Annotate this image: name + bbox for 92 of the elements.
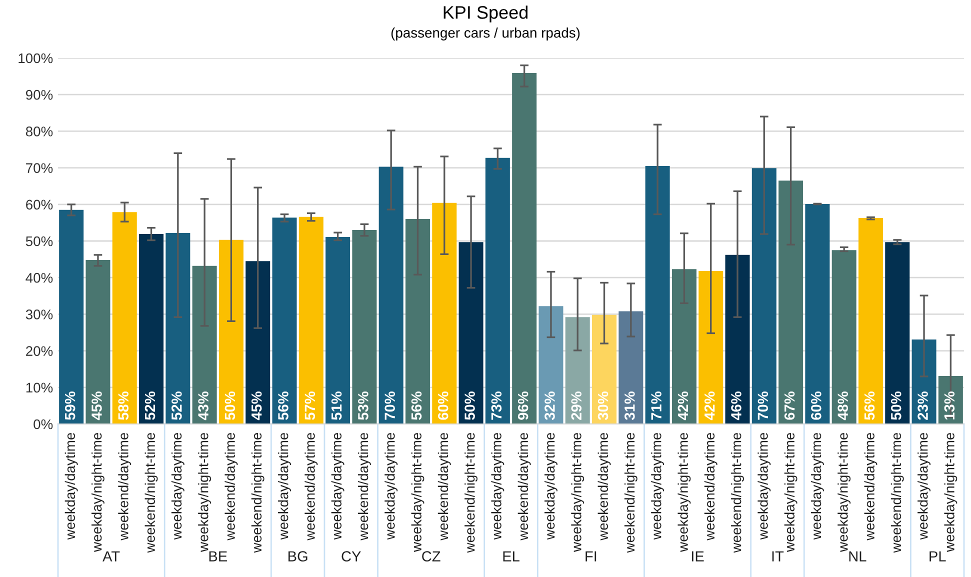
text: NL	[849, 551, 866, 562]
data-label: 71%	[651, 392, 662, 420]
x-tick-label: weekday/night-time	[571, 432, 584, 552]
x-tick-label: weekend/daytime	[864, 432, 878, 540]
x-tick-label: weekday/night-time	[91, 432, 104, 552]
x-tick-label: weekend/daytime	[358, 432, 371, 540]
data-label: 50%	[890, 392, 902, 420]
y-tick-label: 90%	[26, 90, 53, 100]
text: PL	[930, 551, 946, 562]
data-label: 42%	[704, 392, 715, 420]
x-tick-label: weekend/night-time	[144, 432, 158, 553]
data-label: 56%	[411, 392, 422, 420]
y-tick-label: 40%	[26, 272, 53, 283]
text: CZ	[422, 551, 440, 562]
y-tick-label: 30%	[26, 310, 53, 320]
y-tick-label: 80%	[26, 126, 53, 136]
x-tick-label: weekend/daytime	[304, 432, 318, 540]
x-tick-label: weekday/daytime	[171, 432, 184, 540]
data-label: 13%	[944, 392, 955, 420]
y-tick-label: 0%	[34, 419, 53, 430]
data-label: 56%	[278, 392, 288, 420]
x-tick-label: weekday/daytime	[64, 432, 78, 540]
text: FI	[586, 551, 596, 562]
x-tick-label: weekend/daytime	[224, 432, 238, 540]
text: IE	[692, 551, 704, 562]
x-tick-label: weekday/daytime	[384, 432, 398, 540]
data-label: 60%	[811, 392, 822, 420]
data-label: 29%	[571, 392, 582, 420]
data-label: 45%	[92, 392, 102, 420]
x-tick-label: weekday/night-time	[411, 432, 424, 552]
x-tick-label: weekday/daytime	[758, 432, 771, 540]
x-tick-label: weekend/night-time	[890, 432, 904, 553]
x-tick-label: weekend/night-time	[464, 432, 478, 553]
y-tick-label: 100%	[18, 53, 53, 64]
data-label: 59%	[64, 392, 76, 420]
x-tick-label: weekend/night-time	[624, 432, 638, 553]
chart-subtitle: (passenger cars / urban rpads)	[391, 28, 580, 40]
x-tick-label: weekday/daytime	[918, 432, 931, 540]
text: EL	[503, 551, 520, 562]
data-label: 46%	[731, 392, 742, 420]
text: IT	[772, 551, 784, 562]
x-tick-label: weekday/night-time	[198, 432, 212, 552]
data-label: 96%	[518, 392, 528, 420]
text: AT	[102, 551, 120, 562]
chart-title: KPI Speed	[444, 6, 528, 22]
y-tick-label: 60%	[26, 200, 53, 210]
data-label: 51%	[331, 392, 342, 420]
data-label: 42%	[678, 392, 688, 420]
text: BE	[209, 551, 227, 562]
x-tick-label: weekend/daytime	[598, 432, 611, 540]
data-label: 50%	[464, 392, 475, 420]
y-tick-label: 10%	[26, 382, 53, 393]
x-tick-label: weekend/daytime	[704, 432, 718, 540]
x-tick-label: weekend/daytime	[118, 432, 132, 540]
x-tick-label: weekday/night-time	[838, 432, 851, 552]
data-label: 57%	[304, 392, 316, 420]
data-label: 30%	[598, 392, 608, 420]
data-label: 58%	[118, 392, 129, 420]
x-tick-label: weekday/daytime	[810, 432, 824, 540]
y-tick-label: 20%	[26, 346, 53, 356]
data-label: 52%	[172, 392, 182, 420]
x-tick-label: weekday/night-time	[784, 432, 798, 552]
data-label: 60%	[438, 392, 448, 420]
x-tick-label: weekend/daytime	[518, 432, 531, 540]
y-tick-label: 50%	[26, 236, 53, 246]
x-tick-label: weekday/daytime	[331, 432, 344, 540]
data-label: 50%	[224, 392, 236, 420]
x-tick-label: weekday/daytime	[278, 432, 291, 540]
x-tick-label: weekday/night-time	[678, 432, 691, 552]
x-tick-label: weekend/night-time	[731, 432, 744, 553]
y-tick-label: 70%	[26, 163, 53, 173]
data-label: 70%	[384, 392, 396, 420]
data-label: 56%	[864, 392, 875, 420]
data-label: 53%	[358, 392, 368, 420]
data-label: 45%	[251, 392, 262, 420]
data-label: 32%	[544, 392, 555, 420]
text: CY	[342, 551, 361, 562]
data-label: 73%	[491, 392, 502, 420]
data-label: 31%	[624, 392, 635, 420]
data-label: 23%	[918, 392, 928, 420]
x-tick-label: weekday/daytime	[491, 432, 504, 540]
data-label: 52%	[144, 392, 156, 420]
x-tick-label: weekend/daytime	[438, 432, 451, 540]
x-tick-label: weekday/daytime	[651, 432, 664, 540]
x-tick-label: weekday/night-time	[944, 432, 958, 552]
data-label: 70%	[758, 392, 768, 420]
data-label: 67%	[784, 392, 795, 420]
x-tick-label: weekday/daytime	[544, 432, 558, 540]
x-tick-label: weekend/night-time	[251, 432, 264, 553]
data-label: 48%	[838, 392, 848, 420]
data-label: 43%	[198, 392, 208, 420]
text: BG	[288, 551, 308, 562]
